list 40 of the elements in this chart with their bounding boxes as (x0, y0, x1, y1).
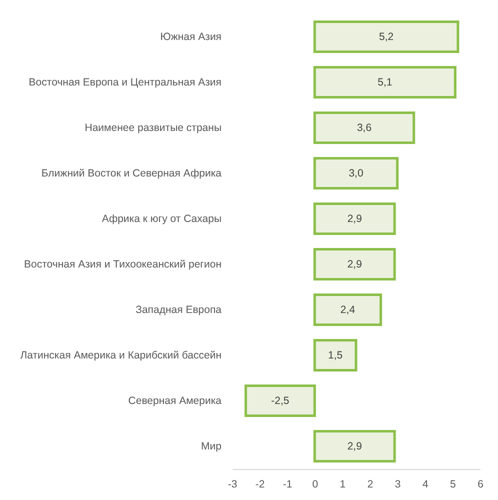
data-label: 5,2 (379, 30, 394, 43)
data-label: 2,9 (347, 440, 362, 452)
bar (313, 202, 396, 236)
x-tick-label: 5 (450, 478, 456, 490)
x-tick-label: -2 (255, 478, 265, 490)
bar (244, 384, 316, 418)
y-tick-label: Мир (201, 440, 222, 452)
data-label: 1,5 (328, 349, 343, 362)
bar (313, 430, 396, 463)
data-label: 3,6 (356, 122, 372, 134)
y-tick-label: Северная Америка (128, 394, 222, 407)
x-tick-label: -3 (228, 478, 238, 490)
bar (313, 156, 399, 190)
data-label: 2,9 (347, 212, 362, 225)
bar (313, 66, 456, 99)
bar (313, 248, 396, 281)
y-tick-label: Восточная Европа и Центральная Азия (28, 76, 222, 88)
data-label: -2,5 (271, 394, 290, 407)
data-label: 2,4 (340, 304, 356, 316)
bar (313, 111, 416, 144)
y-tick-label: Наименее развитые страны (84, 122, 222, 134)
data-label: 5,1 (378, 76, 392, 88)
x-tick-label: 4 (422, 478, 428, 490)
y-tick-label: Восточная Азия и Тихоокеанский регион (24, 258, 222, 270)
x-tick-label: 6 (478, 478, 484, 490)
bar (313, 293, 382, 326)
x-tick-label: 0 (312, 478, 318, 490)
x-tick-label: 1 (340, 478, 346, 490)
x-tick-label: 3 (394, 478, 401, 490)
y-tick-label: Латинская Америка и Карибский бассейн (20, 349, 222, 362)
x-tick-label: -1 (282, 478, 292, 490)
y-tick-label: Ближний Восток и Северная Африка (41, 167, 222, 180)
bar (313, 338, 358, 372)
y-tick-label: Южная Азия (160, 30, 222, 43)
bar (313, 20, 460, 54)
y-tick-label: Западная Европа (136, 304, 222, 316)
x-tick-label: 2 (367, 478, 374, 490)
data-label: 2,9 (347, 258, 362, 270)
y-tick-label: Африка к югу от Сахары (102, 212, 222, 225)
data-label: 3,0 (348, 167, 364, 180)
